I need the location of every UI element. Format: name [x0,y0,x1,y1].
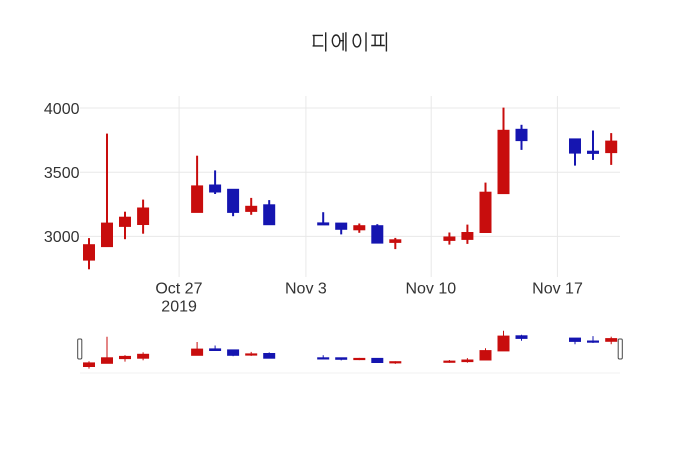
svg-text:3000: 3000 [44,229,80,246]
svg-text:4000: 4000 [44,101,80,118]
svg-text:3500: 3500 [44,165,80,182]
svg-text:Nov 3: Nov 3 [285,281,327,298]
svg-text:Oct 27: Oct 27 [155,281,202,298]
svg-text:Nov 17: Nov 17 [532,281,583,298]
svg-text:2019: 2019 [161,299,197,316]
svg-text:Nov 10: Nov 10 [405,281,456,298]
